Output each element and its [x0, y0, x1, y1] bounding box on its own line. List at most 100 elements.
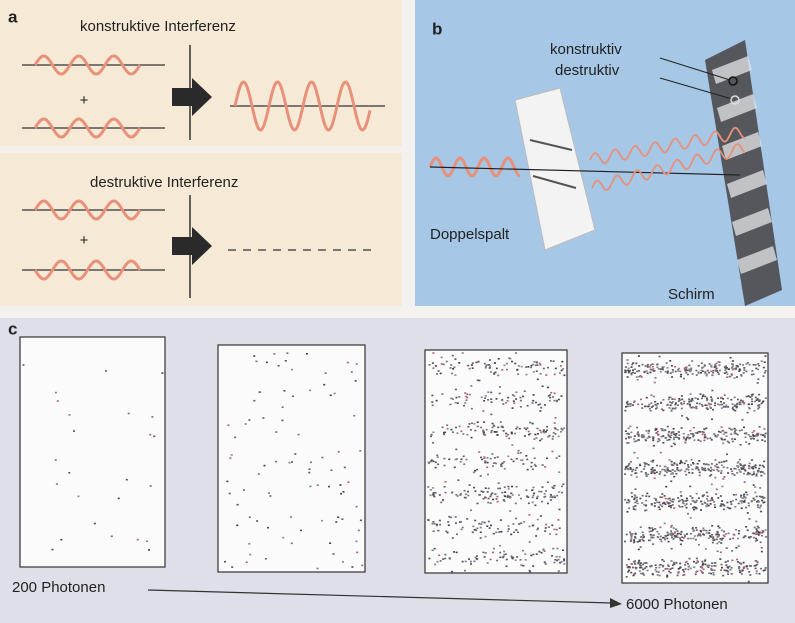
photon-hit — [553, 432, 555, 434]
photon-hit — [670, 434, 672, 436]
photon-hit — [462, 561, 464, 563]
photon-hit — [702, 366, 704, 368]
photon-hit — [761, 551, 763, 553]
photon-hit — [687, 513, 689, 515]
photon-hit — [530, 466, 532, 468]
photon-hit — [633, 402, 635, 404]
photon-hit — [360, 520, 362, 522]
photon-hit — [676, 464, 678, 466]
photon-hit — [703, 530, 705, 532]
photon-hit — [688, 466, 690, 468]
photon-hit — [651, 503, 653, 505]
photon-hit — [451, 429, 453, 431]
photon-hit — [478, 523, 480, 525]
photon-hit — [547, 367, 549, 369]
photon-hit — [660, 402, 662, 404]
photon-hit — [450, 364, 452, 366]
photon-hit — [704, 502, 706, 504]
photon-hit — [485, 366, 487, 368]
photon-hit — [690, 401, 692, 403]
photon-hit — [686, 533, 688, 535]
photon-hit — [636, 433, 638, 435]
photon-hit — [624, 410, 626, 412]
row-title: destruktive Interferenz — [90, 174, 238, 191]
photon-hit — [631, 471, 633, 473]
photon-hit — [632, 369, 634, 371]
photon-hit — [705, 505, 707, 507]
photon-hit — [704, 560, 706, 562]
photon-hit — [660, 368, 662, 370]
photon-hit — [688, 472, 690, 474]
photon-hit — [638, 355, 640, 357]
photon-hit — [669, 436, 671, 438]
photon-hit — [641, 436, 643, 438]
photon-hit — [717, 550, 719, 552]
photon-hit — [335, 521, 337, 523]
photon-hit — [719, 404, 721, 406]
photon-hit — [711, 390, 713, 392]
photon-hit — [672, 369, 674, 371]
photon-hit — [680, 491, 682, 493]
photon-hit — [286, 352, 288, 354]
photon-hit — [249, 554, 251, 556]
photon-hit — [679, 537, 681, 539]
photon-hit — [484, 522, 486, 524]
photon-hit — [492, 423, 494, 425]
photon-hit — [647, 433, 649, 435]
detector-screen — [218, 345, 365, 572]
photon-hit — [739, 562, 741, 564]
photon-hit — [546, 458, 548, 460]
photon-hit — [667, 568, 669, 570]
photon-hit — [753, 537, 755, 539]
photon-hit — [658, 368, 660, 370]
photon-hit — [630, 535, 632, 537]
photon-hit — [443, 364, 445, 366]
photon-hit — [670, 372, 672, 374]
photon-hit — [529, 526, 531, 528]
photon-hit — [490, 494, 492, 496]
photon-hit — [661, 408, 663, 410]
photon-hit — [447, 521, 449, 523]
photon-hit — [532, 565, 534, 567]
photon-hit — [467, 495, 469, 497]
photon-hit — [528, 431, 530, 433]
photon-hit — [356, 363, 358, 365]
photon-hit — [264, 465, 266, 467]
photon-hit — [730, 468, 732, 470]
photon-hit — [729, 508, 731, 510]
photon-hit — [638, 560, 640, 562]
photon-hit — [672, 371, 674, 373]
photon-hit — [702, 528, 704, 530]
photon-hit — [700, 535, 702, 537]
photon-hit — [651, 469, 653, 471]
photon-hit — [730, 357, 732, 359]
photon-hit — [515, 352, 517, 354]
photon-hit — [682, 569, 684, 571]
photon-hit — [699, 472, 701, 474]
photon-hit — [491, 430, 493, 432]
photon-hit — [289, 462, 291, 464]
photon-hit — [685, 562, 687, 564]
photon-hit — [723, 406, 725, 408]
photon-hit — [763, 375, 765, 377]
photon-hit — [636, 476, 638, 478]
photon-hit — [563, 560, 565, 562]
photon-hit — [745, 441, 747, 443]
photon-hit — [506, 566, 508, 568]
photon-hit — [757, 369, 759, 371]
photon-hit — [671, 548, 673, 550]
photon-hit — [499, 393, 501, 395]
photon-hit — [431, 434, 433, 436]
photon-hit — [733, 409, 735, 411]
photon-hit — [644, 406, 646, 408]
photon-hit — [698, 497, 700, 499]
photon-hit — [529, 422, 531, 424]
photon-hit — [709, 437, 711, 439]
photon-hit — [556, 457, 558, 459]
photon-hit — [445, 492, 447, 494]
photon-hit — [545, 524, 547, 526]
photon-hit — [659, 527, 661, 529]
photon-hit — [456, 432, 458, 434]
photon-hit — [708, 565, 710, 567]
photon-hit — [532, 502, 534, 504]
